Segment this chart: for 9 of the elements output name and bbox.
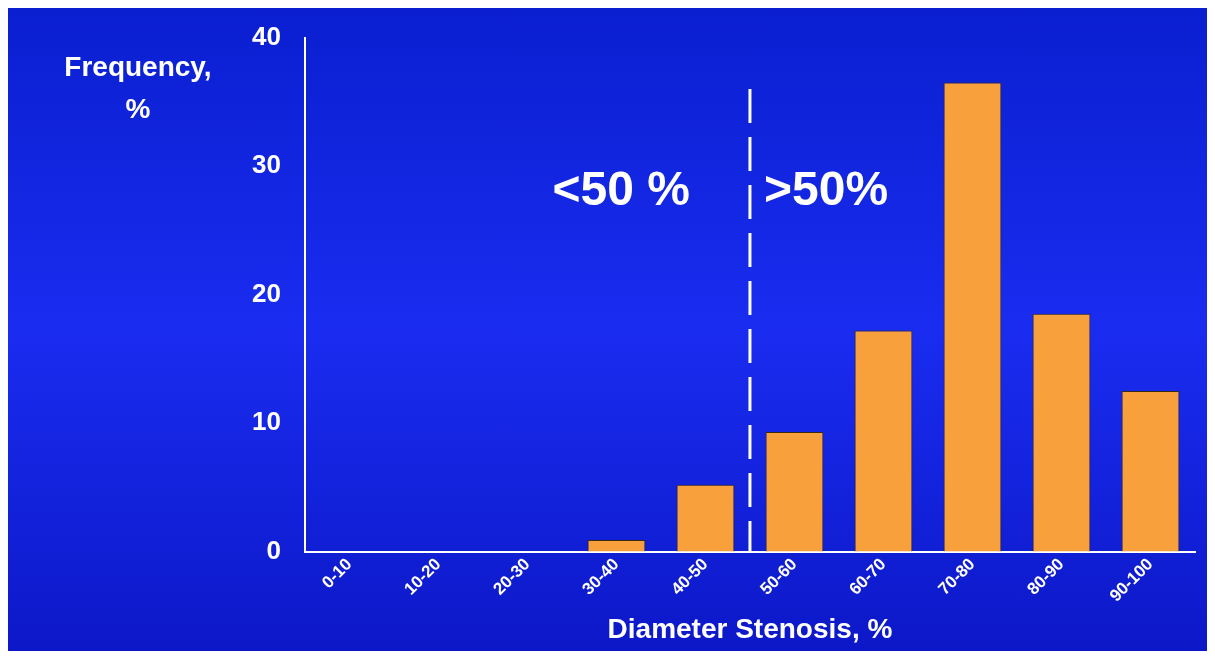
- y-tick-label: 10: [252, 406, 281, 437]
- y-tick-label: 40: [252, 20, 281, 51]
- y-tick-label: 0: [266, 534, 281, 565]
- annotation: <50 %: [552, 162, 690, 216]
- x-axis-title: Diameter Stenosis, %: [607, 612, 893, 644]
- y-tick-label: 30: [252, 149, 281, 180]
- y-axis-title: Frequency, %: [64, 50, 212, 124]
- y-tick-label: 20: [252, 277, 281, 308]
- annotation: >50%: [763, 162, 889, 216]
